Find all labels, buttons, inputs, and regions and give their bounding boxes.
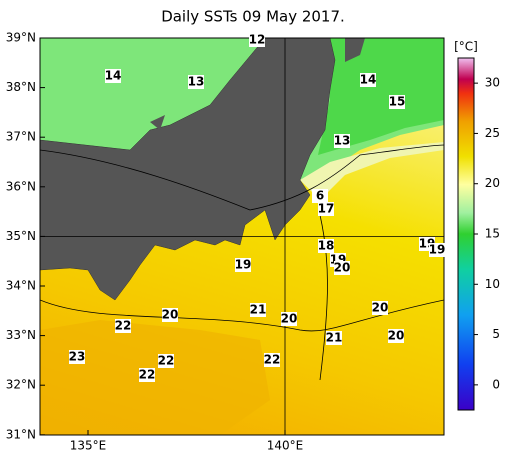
contour bbox=[319, 214, 328, 381]
colorbar-tick-label: 15 bbox=[485, 227, 500, 241]
land bbox=[40, 38, 336, 301]
contour-label-bg bbox=[429, 243, 445, 257]
contour-label: 18 bbox=[318, 239, 335, 253]
colorbar-unit: [°C] bbox=[454, 40, 478, 54]
contour-label: 14 bbox=[105, 69, 122, 83]
contour-label: 20 bbox=[388, 329, 405, 343]
contour-label-bg bbox=[334, 134, 350, 148]
colorbar-tick-label: 5 bbox=[492, 327, 500, 341]
contour-label: 20 bbox=[372, 301, 389, 315]
contour-label: 15 bbox=[389, 95, 406, 109]
contour-label-bg bbox=[334, 261, 350, 275]
contour bbox=[40, 144, 444, 211]
contour-label: 17 bbox=[318, 202, 335, 216]
contour-label: 20 bbox=[334, 261, 351, 275]
colorbar-tick-label: 25 bbox=[485, 126, 500, 140]
island bbox=[150, 115, 165, 130]
contour-label-bg bbox=[326, 331, 342, 345]
contour-label-bg bbox=[115, 319, 131, 333]
contour-label: 20 bbox=[281, 312, 298, 326]
contour-label-bg bbox=[249, 33, 265, 47]
contour-label-bg bbox=[139, 368, 155, 382]
lat-label: 36°N bbox=[6, 179, 36, 193]
contour-label-bg bbox=[372, 301, 388, 315]
contour-label-bg bbox=[389, 95, 405, 109]
contour-label: 6 bbox=[316, 189, 324, 203]
lon-label: 135°E bbox=[70, 439, 107, 453]
lat-label: 38°N bbox=[6, 80, 36, 94]
contour-label: 13 bbox=[188, 75, 205, 89]
contour-label-bg bbox=[250, 303, 266, 317]
colorbar-tick-label: 10 bbox=[485, 277, 500, 291]
lat-label: 33°N bbox=[6, 328, 36, 342]
land-north bbox=[345, 38, 365, 62]
contour-label-bg bbox=[235, 258, 251, 272]
contour-label-bg bbox=[318, 202, 334, 216]
contour-label-bg bbox=[360, 73, 376, 87]
contour-label: 22 bbox=[139, 368, 156, 382]
lat-label: 39°N bbox=[6, 31, 36, 45]
contour-label: 20 bbox=[162, 308, 179, 322]
contour-label-bg bbox=[264, 353, 280, 367]
contour-label-bg bbox=[388, 329, 404, 343]
contour-label: 22 bbox=[158, 354, 175, 368]
sea-cold bbox=[318, 38, 444, 155]
lat-label: 31°N bbox=[6, 427, 36, 441]
contour-label-bg bbox=[281, 312, 297, 326]
colorbar-tick-label: 30 bbox=[485, 76, 500, 90]
lat-label: 37°N bbox=[6, 130, 36, 144]
contour-label: 14 bbox=[360, 73, 377, 87]
contour-label: 19 bbox=[235, 258, 252, 272]
lat-label: 35°N bbox=[6, 229, 36, 243]
contour-label: 21 bbox=[326, 331, 343, 345]
contour-label-bg bbox=[162, 308, 178, 322]
contour-label: 12 bbox=[249, 33, 266, 47]
lat-label: 34°N bbox=[6, 279, 36, 293]
colorbar-tick-label: 20 bbox=[485, 176, 500, 190]
contour-label: 13 bbox=[334, 134, 351, 148]
contour-label: 23 bbox=[69, 350, 86, 364]
contour-label-bg bbox=[105, 69, 121, 83]
contour-label-bg bbox=[188, 75, 204, 89]
contour-label: 19 bbox=[429, 243, 446, 257]
title: Daily SSTs 09 May 2017. bbox=[161, 8, 345, 26]
contour-label-bg bbox=[158, 354, 174, 368]
contour-label: 22 bbox=[115, 319, 132, 333]
lon-label: 140°E bbox=[267, 439, 304, 453]
contour-label: 22 bbox=[264, 353, 281, 367]
contour-label-bg bbox=[312, 189, 328, 203]
colorbar-tick-label: 0 bbox=[492, 377, 500, 391]
contour-label: 21 bbox=[250, 303, 267, 317]
lat-label: 32°N bbox=[6, 378, 36, 392]
contour-label-bg bbox=[69, 350, 85, 364]
colorbar bbox=[457, 57, 475, 411]
contour-label-bg bbox=[318, 239, 334, 253]
contour bbox=[40, 299, 444, 332]
